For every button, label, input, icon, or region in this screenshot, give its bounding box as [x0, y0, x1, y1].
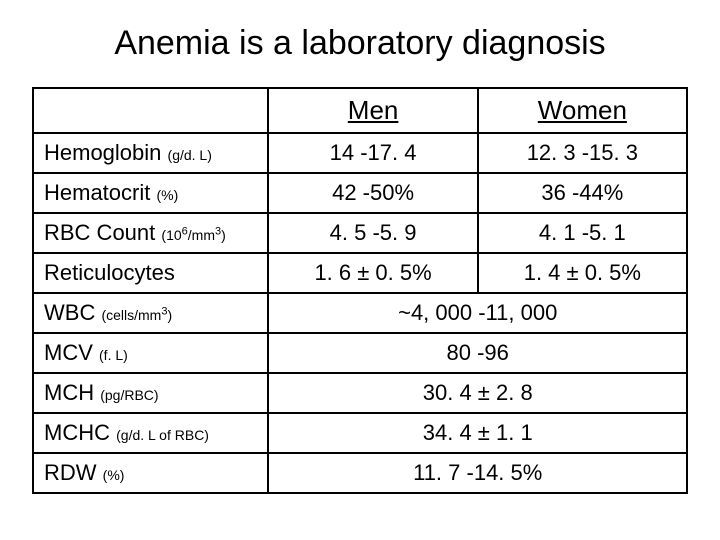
- retic-men: 1. 6 ± 0. 5%: [268, 253, 477, 293]
- name: MCV: [44, 340, 93, 365]
- row-mch: MCH (pg/RBC) 30. 4 ± 2. 8: [33, 373, 687, 413]
- param-hemoglobin: Hemoglobin (g/d. L): [33, 133, 268, 173]
- row-mcv: MCV (f. L) 80 -96: [33, 333, 687, 373]
- param-mch: MCH (pg/RBC): [33, 373, 268, 413]
- name: Reticulocytes: [44, 260, 175, 285]
- wbc-value: ~4, 000 -11, 000: [268, 293, 687, 333]
- unit: (g/d. L): [168, 147, 212, 163]
- param-reticulocytes: Reticulocytes: [33, 253, 268, 293]
- header-row: Men Women: [33, 88, 687, 133]
- hematocrit-women: 36 -44%: [478, 173, 687, 213]
- header-men: Men: [268, 88, 477, 133]
- unit: (%): [156, 187, 178, 203]
- rbc-men: 4. 5 -5. 9: [268, 213, 477, 253]
- unit: (pg/RBC): [100, 387, 158, 403]
- unit: (106/mm3): [161, 227, 225, 243]
- param-wbc: WBC (cells/mm3): [33, 293, 268, 333]
- lab-values-table: Men Women Hemoglobin (g/d. L) 14 -17. 4 …: [32, 87, 688, 494]
- row-rdw: RDW (%) 11. 7 -14. 5%: [33, 453, 687, 493]
- row-mchc: MCHC (g/d. L of RBC) 34. 4 ± 1. 1: [33, 413, 687, 453]
- name: Hematocrit: [44, 180, 150, 205]
- row-hematocrit: Hematocrit (%) 42 -50% 36 -44%: [33, 173, 687, 213]
- unit: (f. L): [99, 347, 128, 363]
- name: Hemoglobin: [44, 140, 161, 165]
- hemoglobin-women: 12. 3 -15. 3: [478, 133, 687, 173]
- rdw-value: 11. 7 -14. 5%: [268, 453, 687, 493]
- name: RDW: [44, 460, 97, 485]
- param-rbc: RBC Count (106/mm3): [33, 213, 268, 253]
- hematocrit-men: 42 -50%: [268, 173, 477, 213]
- name: MCH: [44, 380, 94, 405]
- mcv-value: 80 -96: [268, 333, 687, 373]
- param-mcv: MCV (f. L): [33, 333, 268, 373]
- unit: (cells/mm3): [101, 307, 172, 323]
- param-mchc: MCHC (g/d. L of RBC): [33, 413, 268, 453]
- page-title: Anemia is a laboratory diagnosis: [32, 24, 688, 63]
- rbc-women: 4. 1 -5. 1: [478, 213, 687, 253]
- hemoglobin-men: 14 -17. 4: [268, 133, 477, 173]
- param-hematocrit: Hematocrit (%): [33, 173, 268, 213]
- param-rdw: RDW (%): [33, 453, 268, 493]
- unit: (%): [103, 467, 125, 483]
- row-wbc: WBC (cells/mm3) ~4, 000 -11, 000: [33, 293, 687, 333]
- mch-value: 30. 4 ± 2. 8: [268, 373, 687, 413]
- name: WBC: [44, 300, 95, 325]
- name: MCHC: [44, 420, 110, 445]
- row-reticulocytes: Reticulocytes 1. 6 ± 0. 5% 1. 4 ± 0. 5%: [33, 253, 687, 293]
- header-women: Women: [478, 88, 687, 133]
- row-rbc: RBC Count (106/mm3) 4. 5 -5. 9 4. 1 -5. …: [33, 213, 687, 253]
- row-hemoglobin: Hemoglobin (g/d. L) 14 -17. 4 12. 3 -15.…: [33, 133, 687, 173]
- header-blank: [33, 88, 268, 133]
- name: RBC Count: [44, 220, 155, 245]
- mchc-value: 34. 4 ± 1. 1: [268, 413, 687, 453]
- retic-women: 1. 4 ± 0. 5%: [478, 253, 687, 293]
- unit: (g/d. L of RBC): [116, 427, 209, 443]
